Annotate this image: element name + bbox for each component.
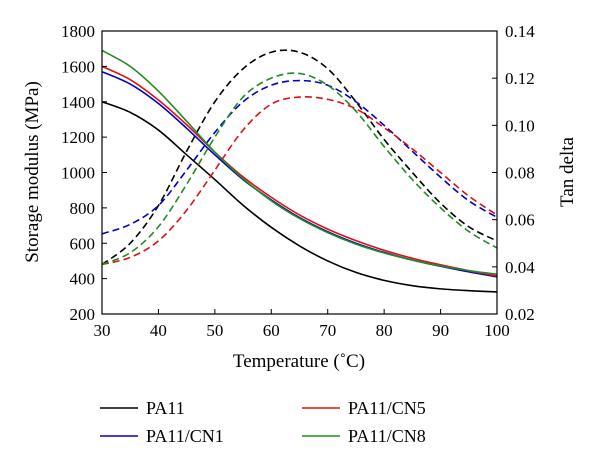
y-left-tick-label: 600 — [70, 234, 96, 253]
y-left-tick-label: 1400 — [61, 93, 95, 112]
y-left-tick-label: 1800 — [61, 22, 95, 41]
legend-label-pa11: PA11 — [146, 398, 185, 418]
x-tick-label: 70 — [319, 321, 336, 340]
tan-delta-line-pa11 — [101, 49, 498, 266]
storage-modulus-line-pa11-cn8 — [101, 49, 498, 275]
x-tick-label: 50 — [206, 321, 223, 340]
x-tick-label: 100 — [484, 321, 510, 340]
tan-delta-line-pa11-cn8 — [101, 72, 498, 266]
storage-modulus-line-pa11 — [101, 101, 498, 293]
y-right-tick-label: 0.04 — [505, 258, 535, 277]
x-tick-label: 90 — [432, 321, 449, 340]
y-axis-left-label: Storage modulus (MPa) — [22, 81, 43, 263]
x-tick-label: 30 — [94, 321, 111, 340]
x-tick-label: 80 — [376, 321, 393, 340]
y-axis-right-label: Tan delta — [557, 136, 578, 206]
legend: PA11 PA11/CN5 PA11/CN1 PA11/CN8 — [100, 398, 426, 446]
y-right-tick-label: 0.14 — [505, 22, 535, 41]
y-right-tick-label: 0.02 — [505, 305, 535, 324]
tan-delta-line-pa11-cn1 — [101, 79, 498, 235]
storage-modulus-line-pa11-cn5 — [101, 65, 498, 277]
x-axis-label: Temperature (˚C) — [233, 351, 365, 372]
y-right-tick-label: 0.10 — [505, 116, 535, 135]
x-tick-label: 60 — [263, 321, 280, 340]
legend-label-pa11-cn1: PA11/CN1 — [146, 426, 224, 446]
y-right-tick-label: 0.12 — [505, 69, 535, 88]
y-left-tick-label: 400 — [70, 270, 96, 289]
legend-label-pa11-cn5: PA11/CN5 — [348, 398, 426, 418]
y-left-tick-label: 1200 — [61, 128, 95, 147]
y-right-tick-label: 0.06 — [505, 211, 535, 230]
y-left-tick-label: 1600 — [61, 57, 95, 76]
tan-delta-line-pa11-cn5 — [101, 95, 498, 266]
x-tick-label: 40 — [150, 321, 167, 340]
series-lines — [101, 49, 498, 293]
y-left-tick-label: 200 — [70, 305, 96, 324]
y-left-tick-label: 800 — [70, 199, 96, 218]
y-left-tick-label: 1000 — [61, 164, 95, 183]
legend-label-pa11-cn8: PA11/CN8 — [348, 426, 426, 446]
y-right-tick-label: 0.08 — [505, 164, 535, 183]
axis-ticks: 30 40 50 60 70 80 90 100 200 400 600 800 1000 1200 140… — [61, 22, 535, 340]
